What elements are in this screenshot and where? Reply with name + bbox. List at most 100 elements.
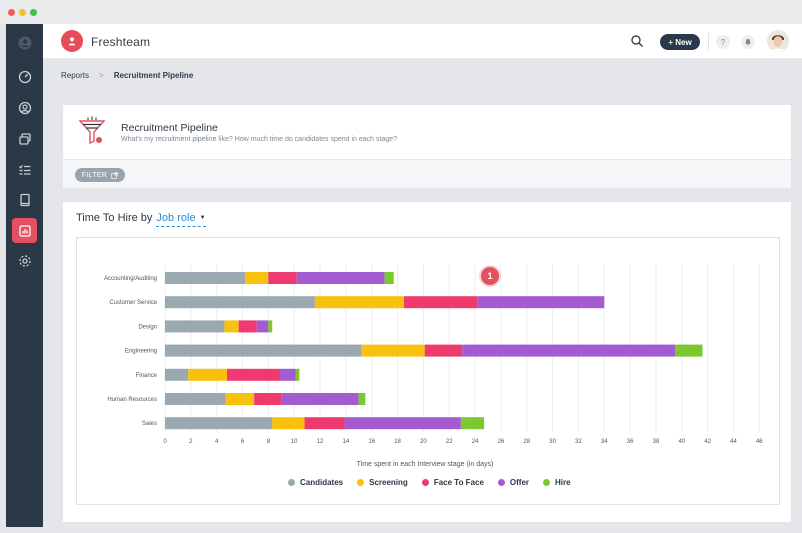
bar-segment <box>256 320 269 333</box>
x-tick-label: 14 <box>343 439 350 445</box>
legend-dot-icon <box>288 479 295 486</box>
search-button[interactable] <box>630 34 644 48</box>
report-header-card: Recruitment Pipeline What's my recruitme… <box>62 104 792 188</box>
x-tick-label: 22 <box>446 439 453 445</box>
legend-item[interactable]: Face To Face <box>421 478 484 487</box>
gear-icon <box>18 254 31 267</box>
freshteam-logo[interactable] <box>61 30 83 52</box>
x-tick-label: 44 <box>730 439 737 445</box>
x-tick-label: 0 <box>163 439 167 445</box>
breadcrumb-separator-icon: > <box>99 71 104 80</box>
sidebar-item-dashboard[interactable] <box>12 64 37 89</box>
group-by-dropdown[interactable]: Job role ▼ <box>156 212 206 227</box>
breadcrumb-reports-link[interactable]: Reports <box>61 71 90 80</box>
x-tick-label: 6 <box>241 439 245 445</box>
x-tick-label: 34 <box>601 439 608 445</box>
bar-segment <box>477 296 605 309</box>
person-icon <box>68 37 76 46</box>
sidebar-item-settings[interactable] <box>12 248 37 273</box>
app-switcher-icon <box>18 36 31 49</box>
x-tick-label: 38 <box>653 439 660 445</box>
legend-item[interactable]: Screening <box>357 478 408 487</box>
x-tick-label: 16 <box>368 439 375 445</box>
bar-segment <box>245 272 269 284</box>
y-category-label: Accounting/Auditing <box>104 276 157 282</box>
bar-segment <box>227 368 280 381</box>
x-axis-title: Time spent in each Interview stage (in d… <box>357 461 494 468</box>
legend-item[interactable]: Hire <box>543 478 571 487</box>
stacked-bar-chart: 0 2 4 6 8 10 12 14 16 18 20 22 24 26 28 30 32 34 36 38 40 42 4… <box>104 264 763 468</box>
bar-segment <box>675 344 703 357</box>
app-brand-name: Freshteam <box>91 35 151 49</box>
help-button[interactable]: ? <box>716 35 730 49</box>
bar-segment <box>224 320 239 333</box>
close-window-button[interactable] <box>8 9 15 16</box>
documents-icon <box>19 193 30 206</box>
sidebar-item-home[interactable] <box>12 30 37 55</box>
tasks-icon <box>18 164 30 175</box>
chart-legend: Candidates Screening Face To Face Offer Hire <box>288 478 571 487</box>
sidebar <box>6 24 43 527</box>
bar-segment <box>225 393 255 405</box>
x-tick-label: 36 <box>627 439 634 445</box>
x-tick-label: 26 <box>498 439 505 445</box>
legend-item[interactable]: Offer <box>497 478 529 487</box>
notifications-button[interactable] <box>741 35 755 49</box>
breadcrumb: Reports > Recruitment Pipeline <box>61 71 193 80</box>
bar-segment <box>281 393 359 405</box>
bar-segment <box>384 272 394 284</box>
window-titlebar <box>0 0 802 24</box>
sidebar-item-candidates[interactable] <box>12 95 37 120</box>
x-tick-label: 12 <box>317 439 324 445</box>
bar-segment <box>462 344 676 357</box>
bar-segment <box>268 272 297 284</box>
bar-segment <box>188 368 228 381</box>
report-title: Recruitment Pipeline <box>121 122 218 134</box>
bar-segment <box>295 368 300 381</box>
x-tick-label: 8 <box>267 439 271 445</box>
legend-dot-icon <box>497 479 505 486</box>
candidates-icon <box>18 101 31 114</box>
bar-segment <box>361 344 425 357</box>
sidebar-item-jobs[interactable] <box>12 126 37 151</box>
new-button[interactable]: + New <box>660 34 700 50</box>
x-tick-label: 2 <box>189 439 193 445</box>
group-by-value: Job role <box>156 212 196 224</box>
y-category-label: Engineering <box>125 349 157 355</box>
legend-item[interactable]: Candidates <box>288 478 343 487</box>
bar-segment <box>272 417 305 430</box>
time-to-hire-card: Time To Hire by Job role ▼ 0 2 4 6 8 10 12 14 16… <box>62 201 792 523</box>
x-tick-label: 46 <box>756 439 763 445</box>
bar-segment <box>279 368 296 381</box>
bell-icon <box>745 38 751 46</box>
bar-segment <box>165 320 225 333</box>
sidebar-item-documents[interactable] <box>12 187 37 212</box>
minimize-window-button[interactable] <box>19 9 26 16</box>
maximize-window-button[interactable] <box>30 9 37 16</box>
help-icon: ? <box>720 37 726 47</box>
legend-label: Face To Face <box>433 478 484 487</box>
x-tick-label: 40 <box>678 439 685 445</box>
legend-dot-icon <box>543 479 551 486</box>
bar-segment <box>238 320 257 333</box>
step-badge: 1 <box>479 265 501 287</box>
bar-segment <box>165 368 189 381</box>
report-subtitle: What's my recruitment pipeline like? How… <box>121 136 398 143</box>
bar-segment <box>254 393 282 405</box>
toolbar-divider <box>708 33 709 51</box>
bar-segment <box>165 417 273 430</box>
y-category-label: Sales <box>142 421 157 427</box>
x-tick-label: 28 <box>523 439 530 445</box>
external-link-icon <box>111 171 118 179</box>
filter-button[interactable]: FILTER <box>75 168 125 182</box>
filter-bar: FILTER <box>63 159 791 188</box>
x-tick-label: 24 <box>472 439 479 445</box>
legend-dot-icon <box>421 479 429 486</box>
bar-segment <box>165 393 226 405</box>
sidebar-item-reports[interactable] <box>12 218 37 243</box>
y-category-label: Human Resources <box>107 397 157 403</box>
x-tick-label: 20 <box>420 439 427 445</box>
breadcrumb-current: Recruitment Pipeline <box>113 71 194 80</box>
sidebar-item-tasks[interactable] <box>12 157 37 182</box>
user-avatar[interactable] <box>767 30 789 52</box>
